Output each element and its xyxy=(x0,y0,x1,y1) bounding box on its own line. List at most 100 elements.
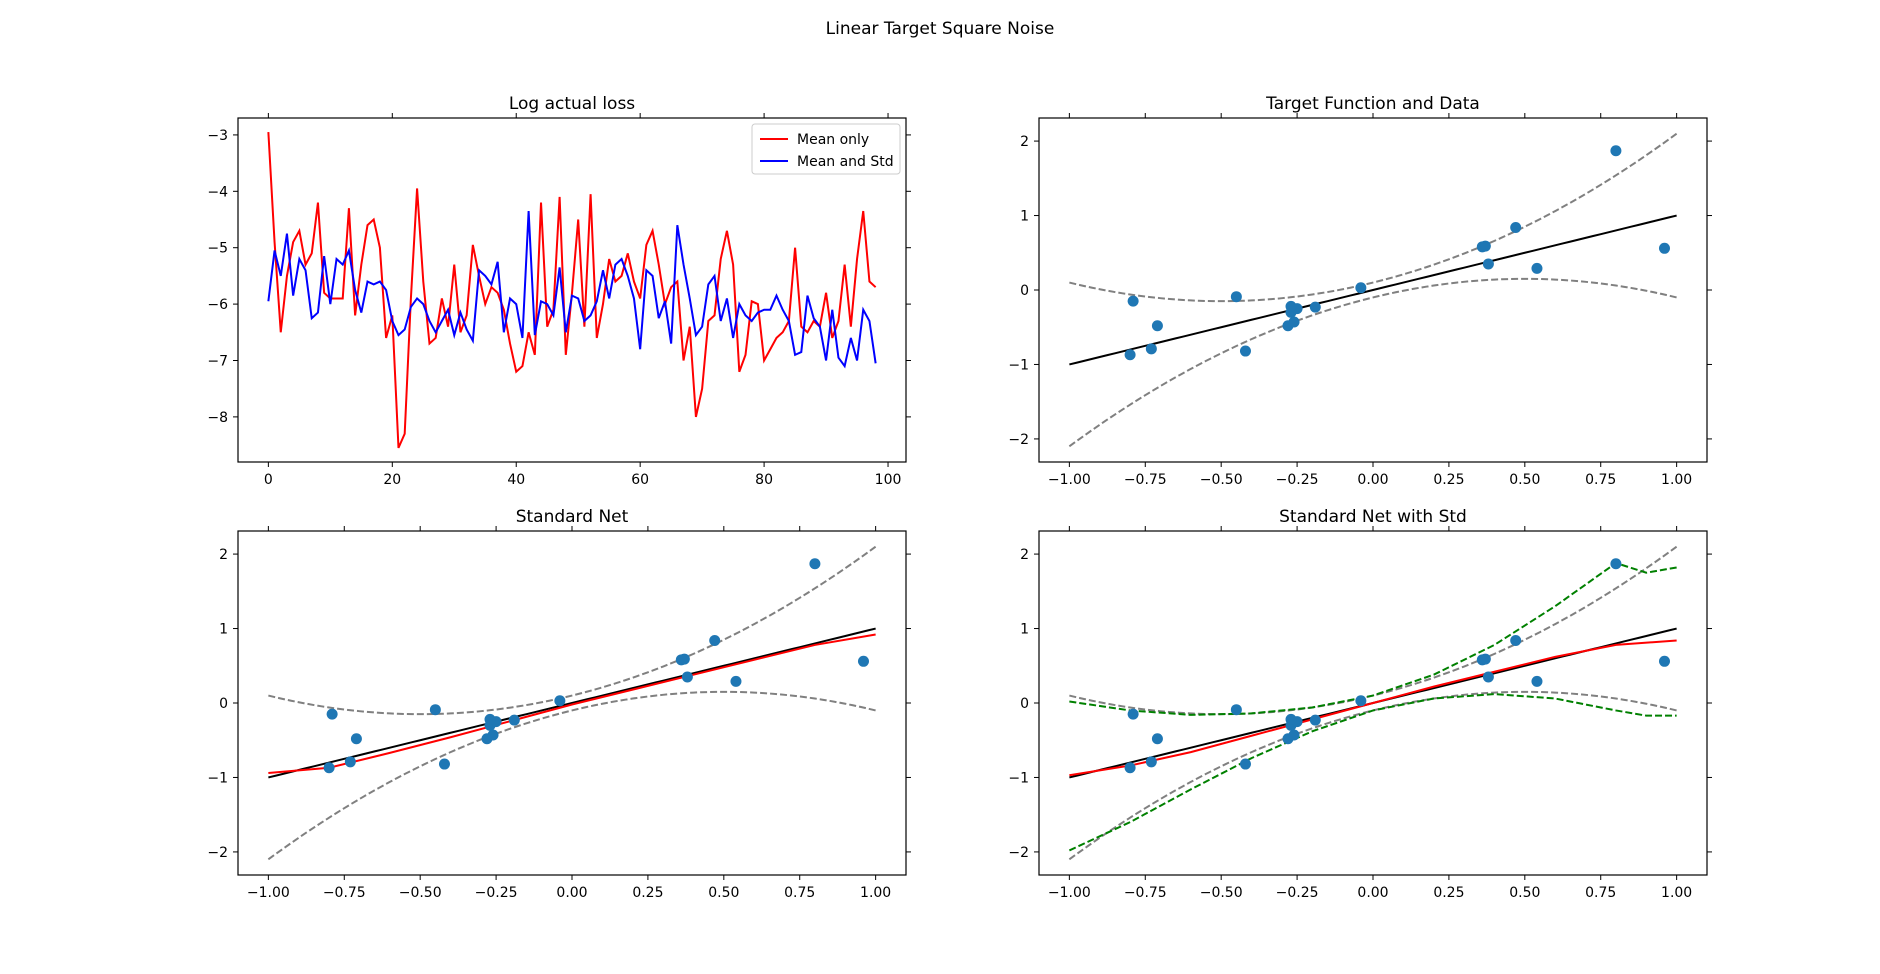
x-tick-label: −0.75 xyxy=(1124,472,1167,488)
y-tick-label: 1 xyxy=(219,622,228,638)
plot-area xyxy=(267,132,877,449)
y-tick-label: 2 xyxy=(1020,547,1029,563)
subplot-title: Log actual loss xyxy=(509,94,635,114)
x-tick-label: 0.00 xyxy=(1357,885,1388,901)
x-tick-label: −0.25 xyxy=(475,885,518,901)
data-point xyxy=(1531,262,1543,274)
data-point xyxy=(1658,655,1670,667)
data-point xyxy=(1127,295,1139,307)
data-point xyxy=(1288,316,1300,328)
y-tick-label: 0 xyxy=(1020,696,1029,712)
x-tick-label: −0.75 xyxy=(323,885,366,901)
plot-area xyxy=(267,545,877,861)
x-tick-label: −0.50 xyxy=(399,885,442,901)
data-point xyxy=(809,558,821,570)
fit-curve-5 xyxy=(1069,561,1677,716)
figure-suptitle: Linear Target Square Noise xyxy=(826,19,1055,39)
data-point xyxy=(350,733,362,745)
data-point xyxy=(1482,671,1494,683)
y-tick-label: −1 xyxy=(207,770,228,786)
x-tick-label: 0.25 xyxy=(1433,885,1464,901)
y-tick-label: −7 xyxy=(207,353,228,369)
x-tick-label: −0.25 xyxy=(1276,885,1319,901)
data-points xyxy=(1124,558,1670,774)
legend-label: Mean only xyxy=(797,132,869,148)
fit-curve-6 xyxy=(1068,693,1677,852)
subplot-4: Standard Net with Std −1.00 −0.75 −0.50 −0.2… xyxy=(1008,507,1712,901)
x-tick-label: 40 xyxy=(507,472,525,488)
y-tick-label: 0 xyxy=(219,696,228,712)
data-point xyxy=(1124,349,1136,361)
data-point xyxy=(1151,733,1163,745)
data-point xyxy=(1288,729,1300,741)
data-point xyxy=(484,713,496,725)
data-point xyxy=(1124,762,1136,774)
data-point xyxy=(554,695,566,707)
x-tick-label: −0.50 xyxy=(1200,472,1243,488)
x-tick-label: 0.50 xyxy=(1509,885,1540,901)
plot-area xyxy=(1068,545,1678,861)
y-tick-label: 2 xyxy=(1020,134,1029,150)
x-tick-label: 100 xyxy=(875,472,902,488)
subplot-title: Standard Net xyxy=(516,507,629,527)
axes-frame xyxy=(237,117,907,463)
data-point xyxy=(1145,756,1157,768)
target-curve xyxy=(268,627,876,779)
data-point xyxy=(429,704,441,716)
x-tick-label: 1.00 xyxy=(1661,885,1692,901)
data-point xyxy=(438,758,450,770)
axes-frame xyxy=(1038,117,1708,463)
data-point xyxy=(857,655,869,667)
y-tick-label: −5 xyxy=(207,241,228,257)
data-point xyxy=(730,675,742,687)
data-point xyxy=(1151,320,1163,332)
data-point xyxy=(1610,145,1622,157)
x-tick-label: 0.75 xyxy=(1585,472,1616,488)
legend: Mean only Mean and Std xyxy=(751,123,901,175)
upper-curve xyxy=(268,545,877,716)
series-line-2 xyxy=(267,211,877,369)
y-tick-label: −1 xyxy=(1008,357,1029,373)
data-point xyxy=(487,729,499,741)
y-tick-label: 1 xyxy=(1020,209,1029,225)
lower-curve xyxy=(1068,277,1677,448)
data-point xyxy=(326,708,338,720)
x-tick-label: 20 xyxy=(383,472,401,488)
axis-ticks: −1.00 −0.75 −0.50 −0.25 0.00 0.25 0.50 0.75 1.00… xyxy=(1008,526,1712,901)
fit-curve-4 xyxy=(268,633,876,774)
data-point xyxy=(1510,634,1522,646)
data-point xyxy=(681,671,693,683)
target-curve xyxy=(1069,214,1677,366)
data-point xyxy=(1239,345,1251,357)
data-point xyxy=(1145,343,1157,355)
x-tick-label: 0.75 xyxy=(784,885,815,901)
subplot-3: Standard Net −1.00 −0.75 −0.50 −0.25 0.00 0.25… xyxy=(207,507,911,901)
x-tick-label: −0.25 xyxy=(1276,472,1319,488)
y-tick-label: −2 xyxy=(207,845,228,861)
data-point xyxy=(508,714,520,726)
subplot-title: Standard Net with Std xyxy=(1279,507,1467,527)
x-tick-label: 0.50 xyxy=(708,885,739,901)
x-tick-label: −1.00 xyxy=(1048,472,1091,488)
subplot-2: Target Function and Data−1.00 −0.75 −0.50−… xyxy=(1008,94,1712,488)
data-point xyxy=(323,762,335,774)
x-tick-label: 1.00 xyxy=(860,885,891,901)
lower-curve xyxy=(267,690,876,861)
data-point xyxy=(1531,675,1543,687)
y-tick-label: −2 xyxy=(1008,845,1029,861)
x-tick-label: 0.25 xyxy=(1433,472,1464,488)
data-point xyxy=(1610,558,1622,570)
axes-frame xyxy=(1038,530,1708,876)
data-point xyxy=(1309,714,1321,726)
fit-curve-4 xyxy=(1069,639,1677,777)
x-tick-label: 60 xyxy=(631,472,649,488)
legend-label: Mean and Std xyxy=(797,154,894,170)
y-tick-label: −4 xyxy=(207,184,228,200)
data-point xyxy=(1285,300,1297,312)
data-point xyxy=(1482,258,1494,270)
axes-frame xyxy=(237,530,907,876)
x-tick-label: 0.50 xyxy=(1509,472,1540,488)
x-tick-label: 80 xyxy=(755,472,773,488)
